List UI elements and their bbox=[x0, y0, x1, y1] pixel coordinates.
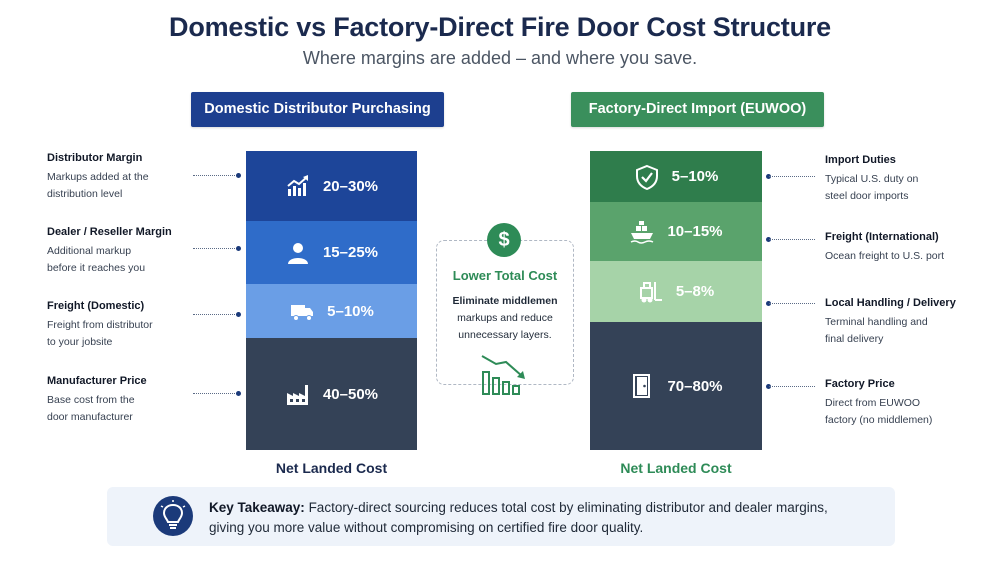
savings-title: Lower Total Cost bbox=[452, 268, 558, 283]
segment-value: 40–50% bbox=[322, 385, 379, 403]
connector-line bbox=[193, 314, 239, 315]
connector-dot bbox=[236, 173, 241, 178]
factory-segment-import-duties: 5–10% bbox=[590, 151, 762, 202]
connector-dot bbox=[236, 391, 241, 396]
label-desc: Ocean freight to U.S. port bbox=[825, 250, 945, 262]
takeaway-text: Factory-direct sourcing reduces total co… bbox=[304, 500, 828, 515]
savings-desc-line: unnecessary layers. bbox=[458, 329, 552, 341]
connector-line bbox=[769, 303, 815, 304]
label-title: Factory Price bbox=[825, 378, 895, 390]
cargo-ship-icon bbox=[629, 219, 655, 245]
domestic-label-dealer: Dealer / Reseller Margin Additional mark… bbox=[47, 226, 187, 277]
factory-icon bbox=[285, 381, 311, 407]
domestic-cost-stack: 20–30% 15–25% 5–10% 40–50% bbox=[246, 151, 417, 450]
key-takeaway-text: Key Takeaway: Factory-direct sourcing re… bbox=[209, 498, 869, 538]
connector-line bbox=[193, 393, 239, 394]
segment-value: 20–30% bbox=[322, 177, 379, 195]
person-icon bbox=[285, 240, 311, 266]
label-title: Manufacturer Price bbox=[47, 375, 147, 387]
dollar-icon: $ bbox=[487, 223, 521, 257]
factory-label-local-handling: Local Handling / Delivery Terminal handl… bbox=[825, 297, 990, 348]
trending-up-chart-icon bbox=[285, 173, 311, 199]
factory-direct-cost-stack: 5–10% 10–15% 5–8% 70–80% bbox=[590, 151, 762, 450]
segment-value: 70–80% bbox=[667, 377, 723, 395]
segment-value: 10–15% bbox=[667, 223, 723, 240]
domestic-segment-dealer: 15–25% bbox=[246, 221, 417, 284]
factory-net-landed-cost: Net Landed Cost bbox=[620, 460, 732, 476]
segment-value: 5–10% bbox=[327, 302, 374, 320]
savings-description: Eliminate middlemen markups and reduce u… bbox=[440, 293, 570, 344]
domestic-label-manufacturer: Manufacturer Price Base cost from the do… bbox=[47, 375, 187, 426]
label-desc: Base cost from the bbox=[47, 394, 135, 406]
connector-dot bbox=[236, 312, 241, 317]
label-title: Local Handling / Delivery bbox=[825, 297, 956, 309]
domestic-label-distributor: Distributor Margin Markups added at the … bbox=[47, 152, 187, 203]
page-subtitle: Where margins are added – and where you … bbox=[302, 48, 698, 68]
label-title: Freight (International) bbox=[825, 231, 939, 243]
label-desc: final delivery bbox=[825, 333, 884, 345]
domestic-label-freight: Freight (Domestic) Freight from distribu… bbox=[47, 300, 187, 351]
connector-dot bbox=[766, 384, 771, 389]
forklift-icon bbox=[638, 279, 664, 305]
door-icon bbox=[629, 373, 655, 399]
domestic-segment-manufacturer: 40–50% bbox=[246, 338, 417, 450]
label-title: Freight (Domestic) bbox=[47, 300, 145, 312]
label-desc: Direct from EUWOO bbox=[825, 397, 921, 409]
takeaway-line-1: Key Takeaway: Factory-direct sourcing re… bbox=[209, 498, 869, 518]
savings-callout bbox=[436, 240, 574, 385]
page-title: Domestic vs Factory-Direct Fire Door Cos… bbox=[169, 12, 831, 42]
takeaway-label: Key Takeaway: bbox=[209, 500, 305, 515]
label-desc: Terminal handling and bbox=[825, 316, 928, 328]
factory-segment-factory-price: 70–80% bbox=[590, 322, 762, 450]
connector-dot bbox=[236, 246, 241, 251]
domestic-header: Domestic Distributor Purchasing bbox=[191, 92, 444, 127]
connector-line bbox=[769, 176, 815, 177]
savings-desc-line: markups and reduce bbox=[457, 312, 553, 324]
connector-line bbox=[193, 248, 239, 249]
connector-dot bbox=[766, 301, 771, 306]
label-desc: Markups added at the bbox=[47, 171, 149, 183]
label-desc: door manufacturer bbox=[47, 411, 133, 423]
label-title: Import Duties bbox=[825, 154, 896, 166]
domestic-segment-distributor: 20–30% bbox=[246, 151, 417, 221]
connector-dot bbox=[766, 174, 771, 179]
label-desc: factory (no middlemen) bbox=[825, 414, 933, 426]
factory-label-freight-intl: Freight (International) Ocean freight to… bbox=[825, 231, 985, 265]
takeaway-line-2: giving you more value without compromisi… bbox=[209, 520, 644, 535]
label-title: Dealer / Reseller Margin bbox=[47, 226, 172, 238]
connector-line bbox=[769, 386, 815, 387]
factory-direct-header: Factory-Direct Import (EUWOO) bbox=[571, 92, 824, 127]
segment-value: 15–25% bbox=[322, 244, 379, 261]
key-takeaway-panel bbox=[107, 487, 895, 546]
label-desc: steel door imports bbox=[825, 190, 909, 202]
label-desc: Freight from distributor bbox=[47, 319, 153, 331]
label-desc: to your jobsite bbox=[47, 336, 113, 348]
connector-dot bbox=[766, 237, 771, 242]
factory-segment-freight-intl: 10–15% bbox=[590, 202, 762, 261]
truck-icon bbox=[289, 298, 315, 324]
label-desc: distribution level bbox=[47, 188, 123, 200]
label-title: Distributor Margin bbox=[47, 152, 143, 164]
domestic-net-landed-cost: Net Landed Cost bbox=[275, 460, 388, 476]
factory-label-factory-price: Factory Price Direct from EUWOO factory … bbox=[825, 378, 985, 429]
connector-line bbox=[769, 239, 815, 240]
savings-desc-line: Eliminate middlemen bbox=[452, 295, 558, 307]
factory-segment-local-handling: 5–8% bbox=[590, 261, 762, 322]
label-desc: Typical U.S. duty on bbox=[825, 173, 919, 185]
shield-check-icon bbox=[634, 164, 660, 190]
label-desc: before it reaches you bbox=[47, 262, 146, 274]
label-desc: Additional markup bbox=[47, 245, 132, 257]
domestic-segment-freight: 5–10% bbox=[246, 284, 417, 338]
factory-label-import-duties: Import Duties Typical U.S. duty on steel… bbox=[825, 154, 985, 205]
segment-value: 5–10% bbox=[671, 168, 719, 185]
lightbulb-icon bbox=[153, 496, 193, 536]
connector-line bbox=[193, 175, 239, 176]
segment-value: 5–8% bbox=[675, 283, 715, 300]
declining-bar-chart-icon bbox=[478, 350, 530, 396]
